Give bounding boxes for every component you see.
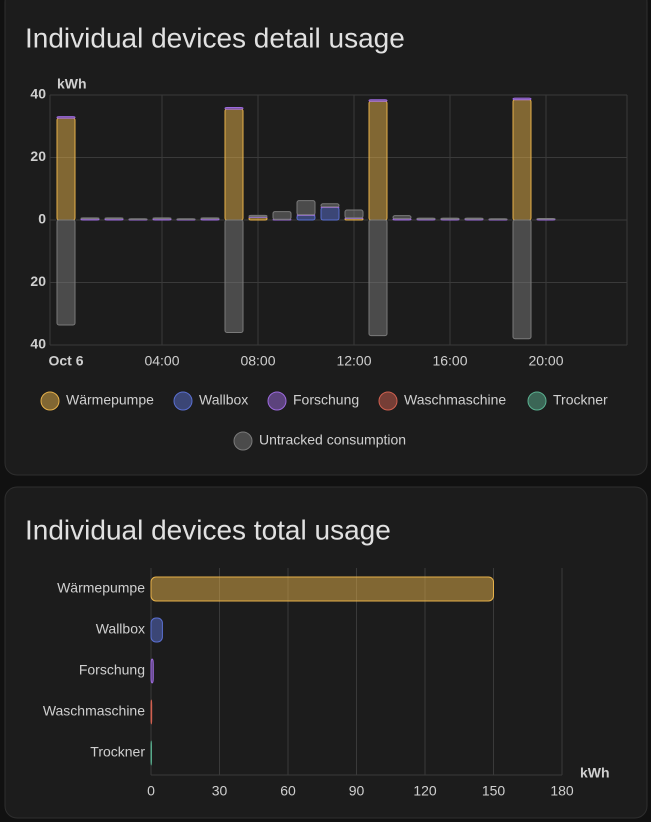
legend-label[interactable]: Wallbox bbox=[199, 392, 248, 408]
x-tick-label: 08:00 bbox=[240, 353, 275, 369]
bar-segment bbox=[464, 217, 484, 220]
bar-segment bbox=[392, 215, 412, 220]
bar-segment bbox=[344, 209, 364, 219]
legend-swatch[interactable] bbox=[233, 431, 253, 451]
x-tick-label: 30 bbox=[212, 783, 228, 799]
bar-segment bbox=[320, 203, 340, 208]
card-title: Individual devices total usage bbox=[25, 514, 391, 545]
bar-segment bbox=[416, 217, 436, 220]
bar-segment bbox=[536, 217, 556, 220]
y-tick-label: 20 bbox=[30, 148, 46, 164]
bar-segment bbox=[368, 100, 388, 221]
bar-segment bbox=[272, 211, 292, 220]
bar bbox=[150, 576, 494, 602]
bar-segment bbox=[224, 107, 244, 110]
axis-unit: kWh bbox=[580, 765, 610, 781]
bar-segment bbox=[512, 97, 532, 101]
legend-swatch[interactable] bbox=[527, 391, 547, 411]
bar-segment bbox=[80, 217, 100, 220]
legend-swatch[interactable] bbox=[40, 391, 60, 411]
x-tick-label: 150 bbox=[482, 783, 506, 799]
y-tick-label: Wallbox bbox=[96, 621, 145, 637]
legend-swatch[interactable] bbox=[267, 391, 287, 411]
x-tick-label: 16:00 bbox=[432, 353, 467, 369]
y-tick-label: Waschmaschine bbox=[43, 703, 145, 719]
bar-segment bbox=[296, 200, 316, 216]
legend-swatch[interactable] bbox=[173, 391, 193, 411]
bar-segment bbox=[56, 219, 76, 326]
x-tick-label: Oct 6 bbox=[48, 353, 83, 369]
bar-segment bbox=[224, 108, 244, 221]
bar bbox=[150, 617, 163, 643]
bar-segment bbox=[104, 217, 124, 220]
bar-segment bbox=[488, 218, 508, 220]
y-tick-label: 40 bbox=[30, 86, 46, 102]
bar-segment bbox=[512, 219, 532, 340]
bar-segment bbox=[56, 117, 76, 221]
y-tick-label: Wärmepumpe bbox=[57, 580, 145, 596]
legend-label[interactable]: Trockner bbox=[553, 392, 608, 408]
bar-segment bbox=[176, 218, 196, 220]
bar-segment bbox=[200, 217, 220, 220]
y-tick-label: 20 bbox=[30, 273, 46, 289]
card bbox=[4, 486, 648, 819]
bar-segment bbox=[512, 99, 532, 221]
x-tick-label: 20:00 bbox=[528, 353, 563, 369]
y-tick-label: Forschung bbox=[79, 662, 145, 678]
legend-label[interactable]: Untracked consumption bbox=[259, 432, 406, 448]
y-tick-label: 0 bbox=[38, 211, 46, 227]
axis-unit: kWh bbox=[57, 76, 87, 92]
y-tick-label: 40 bbox=[30, 336, 46, 352]
bar-segment bbox=[56, 116, 76, 119]
x-tick-label: 0 bbox=[147, 783, 155, 799]
x-tick-label: 12:00 bbox=[336, 353, 371, 369]
bar-segment bbox=[368, 99, 388, 102]
bar-segment bbox=[296, 214, 316, 221]
legend-label[interactable]: Forschung bbox=[293, 392, 359, 408]
bar bbox=[150, 699, 153, 725]
bar-segment bbox=[368, 219, 388, 337]
x-tick-label: 04:00 bbox=[144, 353, 179, 369]
bar-segment bbox=[224, 219, 244, 333]
bar-segment bbox=[152, 217, 172, 220]
card-title: Individual devices detail usage bbox=[25, 22, 405, 53]
legend-swatch[interactable] bbox=[378, 391, 398, 411]
legend-label[interactable]: Wärmepumpe bbox=[66, 392, 154, 408]
x-tick-label: 180 bbox=[550, 783, 574, 799]
bar-segment bbox=[320, 207, 340, 221]
card bbox=[4, 0, 648, 476]
bar-segment bbox=[248, 214, 268, 218]
bar bbox=[150, 658, 154, 684]
legend-label[interactable]: Waschmaschine bbox=[404, 392, 506, 408]
x-tick-label: 120 bbox=[413, 783, 437, 799]
x-tick-label: 90 bbox=[349, 783, 365, 799]
bar-segment bbox=[440, 217, 460, 220]
bar-segment bbox=[128, 218, 148, 220]
y-tick-label: Trockner bbox=[90, 744, 145, 760]
x-tick-label: 60 bbox=[280, 783, 296, 799]
